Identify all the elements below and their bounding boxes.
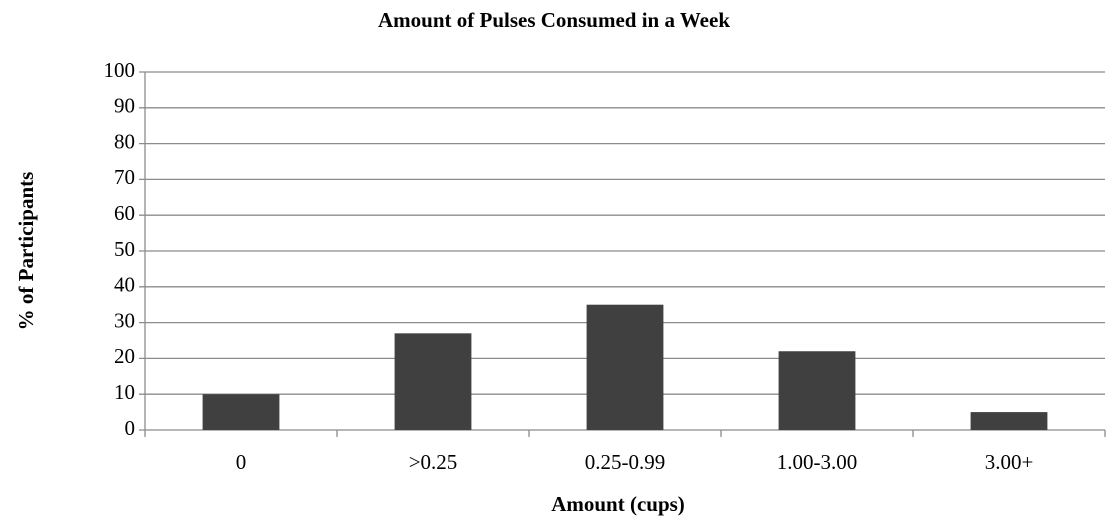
y-axis-label: % of Participants xyxy=(14,172,38,331)
y-tick-label: 20 xyxy=(114,344,135,368)
bar xyxy=(586,304,664,430)
y-tick-label: 50 xyxy=(114,237,135,261)
y-tick-label: 10 xyxy=(114,380,135,404)
x-tick-label: 0 xyxy=(236,450,247,474)
bar xyxy=(970,412,1048,430)
bar xyxy=(778,351,856,430)
y-tick-label: 30 xyxy=(114,308,135,332)
y-tick-label: 80 xyxy=(114,129,135,153)
bar xyxy=(202,394,280,430)
y-tick-label: 0 xyxy=(125,416,136,440)
y-tick-label: 100 xyxy=(104,58,136,82)
x-tick-label: 0.25-0.99 xyxy=(585,450,666,474)
x-tick-label: 1.00-3.00 xyxy=(777,450,858,474)
bar xyxy=(394,333,472,430)
x-axis-label: Amount (cups) xyxy=(551,492,685,516)
y-tick-label: 70 xyxy=(114,165,135,189)
x-tick-label: 3.00+ xyxy=(985,450,1034,474)
y-tick-label: 90 xyxy=(114,94,135,118)
y-tick-label: 60 xyxy=(114,201,135,225)
y-tick-label: 40 xyxy=(114,273,135,297)
x-tick-label: >0.25 xyxy=(409,450,458,474)
chart-title: Amount of Pulses Consumed in a Week xyxy=(378,8,730,32)
